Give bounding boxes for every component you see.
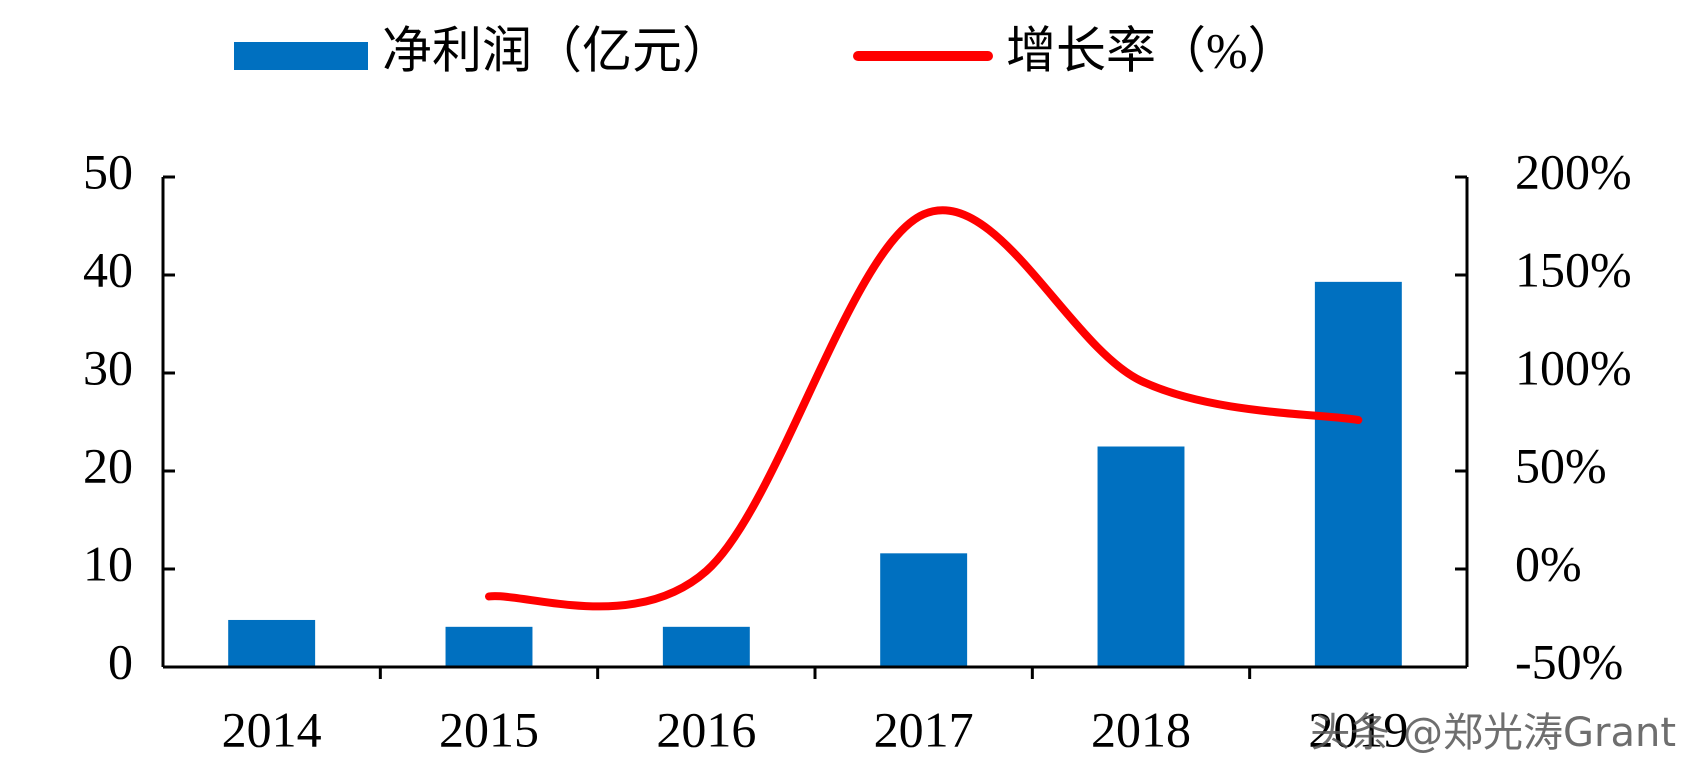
x-tick-label: 2016 xyxy=(656,701,756,757)
legend-label: 增长率（%） xyxy=(1006,22,1298,78)
y2-tick-label: 150% xyxy=(1515,241,1632,297)
y2-tick-label: 200% xyxy=(1515,143,1632,199)
y-tick-label: 0 xyxy=(108,633,133,689)
legend-swatch xyxy=(234,42,368,70)
bar xyxy=(1314,281,1402,667)
y-tick-label: 10 xyxy=(83,535,133,591)
x-tick-label: 2015 xyxy=(439,701,539,757)
y2-tick-label: 100% xyxy=(1515,339,1632,395)
y-tick-label: 40 xyxy=(83,241,133,297)
y-tick-label: 30 xyxy=(83,339,133,395)
y-tick-label: 50 xyxy=(83,143,133,199)
bar xyxy=(228,619,316,667)
x-tick-label: 2014 xyxy=(222,701,322,757)
bar xyxy=(1097,446,1185,667)
x-tick-label: 2017 xyxy=(874,701,974,757)
x-tick-label: 2019 xyxy=(1308,701,1408,757)
bar xyxy=(445,626,533,667)
x-tick-label: 2018 xyxy=(1091,701,1191,757)
y2-tick-label: 50% xyxy=(1515,437,1607,493)
watermark: 头条 @郑光涛Grant xyxy=(1310,710,1676,756)
y-tick-label: 20 xyxy=(83,437,133,493)
y2-tick-label: 0% xyxy=(1515,535,1582,591)
y2-tick-label: -50% xyxy=(1515,633,1623,689)
line xyxy=(485,206,1363,611)
bar xyxy=(662,626,750,667)
bar xyxy=(880,553,968,667)
legend-label: 净利润（亿元） xyxy=(382,22,732,78)
